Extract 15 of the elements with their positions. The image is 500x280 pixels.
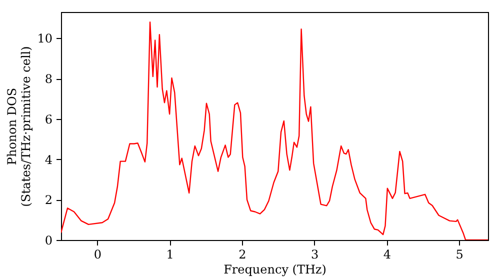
y-tick-label: 6 (44, 112, 52, 126)
y-tick-label: 2 (44, 193, 52, 208)
x-tick-label: 5 (456, 248, 464, 262)
y-tick-label: 0 (44, 234, 52, 248)
y-tick-label: 8 (44, 72, 52, 86)
y-tick-label: 4 (44, 152, 53, 167)
y-axis-title: Phonon DOS (States/THz·primitive cell) (5, 46, 34, 207)
x-tick-label: 2 (238, 248, 246, 262)
x-tick-label: 0 (94, 248, 102, 262)
x-axis-title: Frequency (THz) (224, 262, 326, 276)
line-series (61, 21, 488, 240)
y-tick-label: 10 (37, 32, 52, 46)
x-tick-label: 4 (383, 248, 392, 262)
x-tick-label: 3 (310, 248, 319, 262)
x-tick-label: 1 (166, 248, 174, 262)
